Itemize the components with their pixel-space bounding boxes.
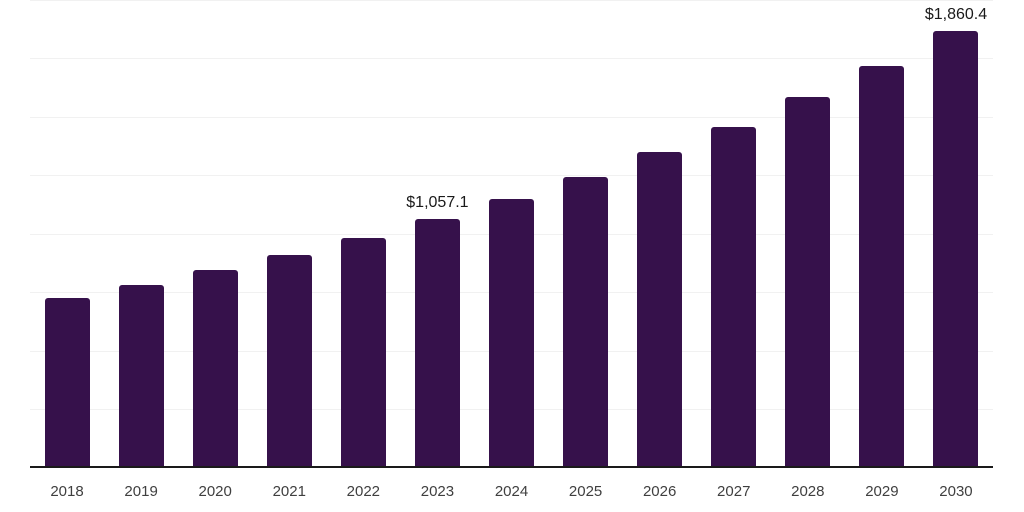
plot-area: $1,057.1 $1,860.4 xyxy=(30,0,993,468)
x-tick-label-2023: 2023 xyxy=(420,483,455,500)
bar-2026 xyxy=(637,152,683,466)
bar-2019 xyxy=(118,285,164,466)
bar-2022 xyxy=(340,237,386,466)
x-tick-label-2022: 2022 xyxy=(346,483,381,500)
x-tick-label-2028: 2028 xyxy=(791,483,825,500)
bar-2018 xyxy=(44,297,90,466)
x-tick-label-2019: 2019 xyxy=(124,483,158,500)
gridline-1750 xyxy=(30,58,993,59)
gridline-2000 xyxy=(30,0,993,1)
x-tick-label-2021: 2021 xyxy=(272,483,306,500)
bar-slot-2020 xyxy=(178,0,252,466)
bar-value-label-2023: $1,057.1 xyxy=(406,193,469,211)
bar-slot-2019 xyxy=(104,0,178,466)
gridline-1500 xyxy=(30,117,993,118)
bar-2030 xyxy=(933,30,979,466)
bar-slot-2029 xyxy=(845,0,919,466)
bar-slot-2023: $1,057.1 xyxy=(400,0,474,466)
bar-2024 xyxy=(489,199,534,466)
bar-value-label-2030: $1,860.4 xyxy=(924,5,988,23)
x-tick-label-2024: 2024 xyxy=(494,483,529,500)
x-tick-label-2026: 2026 xyxy=(642,483,677,500)
bar-2025 xyxy=(563,176,609,466)
bar-slot-2021 xyxy=(252,0,326,466)
bar-2021 xyxy=(266,255,312,466)
bar-2029 xyxy=(859,65,905,466)
x-tick-label-2018: 2018 xyxy=(50,483,84,500)
x-tick-label-2030: 2030 xyxy=(939,483,973,500)
bar-2020 xyxy=(192,270,238,466)
x-tick-label-2027: 2027 xyxy=(717,483,751,500)
bar-2023 xyxy=(414,218,460,466)
x-tick-label-2020: 2020 xyxy=(198,483,232,500)
x-tick-label-2029: 2029 xyxy=(865,483,899,500)
bar-2028 xyxy=(785,96,831,466)
bar-slot-2018 xyxy=(30,0,104,466)
gridline-1250 xyxy=(30,175,993,176)
bar-slot-2024 xyxy=(474,0,548,466)
bar-slot-2027 xyxy=(697,0,771,466)
bar-slot-2022 xyxy=(326,0,400,466)
bar-slot-2026 xyxy=(623,0,697,466)
bar-slot-2030: $1,860.4 xyxy=(919,0,993,466)
bar-slot-2025 xyxy=(549,0,623,466)
bar-slot-2028 xyxy=(771,0,845,466)
x-axis-labels: 2018 2019 2020 2021 2022 2023 2024 2025 2026 2027… xyxy=(30,470,993,500)
bar-2027 xyxy=(711,126,757,466)
x-tick-label-2025: 2025 xyxy=(568,483,603,500)
